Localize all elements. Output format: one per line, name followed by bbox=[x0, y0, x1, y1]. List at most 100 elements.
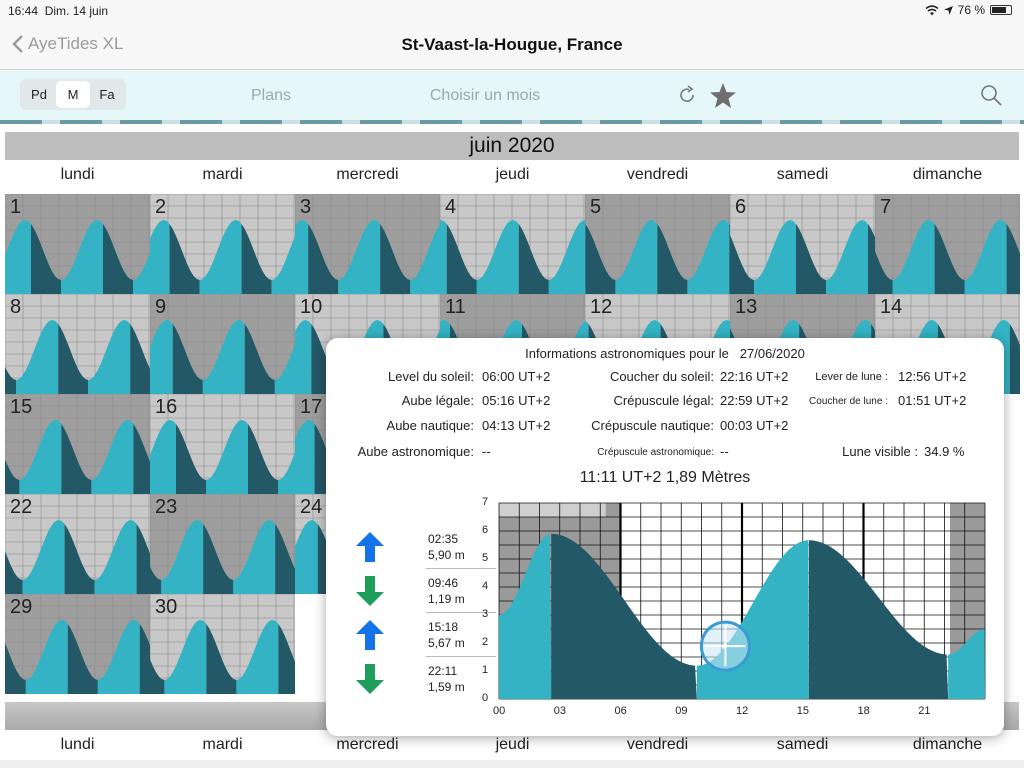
arrow-up-icon bbox=[356, 620, 384, 650]
navigation-bar: AyeTides XL St-Vaast-la-Hougue, France bbox=[0, 22, 1024, 70]
calendar-day-cell[interactable]: 30 bbox=[150, 594, 295, 694]
moonset-label: Coucher de lune : bbox=[809, 396, 888, 407]
tide-thumbnail bbox=[440, 194, 585, 294]
tide-thumbnail bbox=[150, 294, 295, 394]
tide-event: 09:46 1,19 m bbox=[354, 570, 496, 614]
moonset-value: 01:51 UT+2 bbox=[898, 393, 967, 408]
tide-thumbnail bbox=[730, 194, 875, 294]
tide-thumbnail bbox=[585, 194, 730, 294]
wifi-icon bbox=[925, 4, 939, 15]
calendar-day-number: 8 bbox=[10, 296, 22, 318]
calendar-day-cell[interactable]: 9 bbox=[150, 294, 295, 394]
weekday-header: vendredi bbox=[626, 736, 689, 753]
tide-thumbnail bbox=[150, 494, 295, 594]
calendar-day-cell[interactable]: 3 bbox=[295, 194, 440, 294]
calendar-day-number: 11 bbox=[445, 296, 466, 318]
calendar-day-number: 14 bbox=[880, 296, 903, 318]
calendar-day-cell[interactable]: 5 bbox=[585, 194, 730, 294]
calendar-day-cell[interactable]: 23 bbox=[150, 494, 295, 594]
astro-dusk-value: -- bbox=[720, 444, 729, 459]
calendar-day-cell[interactable]: 22 bbox=[5, 494, 150, 594]
astro-dusk-label: Crépuscule astronomique: bbox=[597, 447, 714, 458]
tide-thumbnail bbox=[5, 294, 150, 394]
civil-dawn-value: 05:16 UT+2 bbox=[482, 393, 551, 408]
calendar-day-cell[interactable]: 2 bbox=[150, 194, 295, 294]
tide-thumbnail bbox=[5, 394, 150, 494]
battery-icon bbox=[990, 5, 1012, 15]
weekday-header: lundi bbox=[60, 166, 95, 183]
status-time: 16:44 bbox=[8, 4, 39, 18]
divider bbox=[426, 612, 496, 613]
calendar-day-cell[interactable]: 4 bbox=[440, 194, 585, 294]
calendar-day-cell[interactable]: 8 bbox=[5, 294, 150, 394]
nautical-dawn-value: 04:13 UT+2 bbox=[482, 418, 551, 433]
weekday-header: samedi bbox=[776, 736, 829, 753]
arrow-up-icon bbox=[356, 532, 384, 562]
y-tick-label: 2 bbox=[481, 636, 489, 648]
calendar-day-cell[interactable]: 15 bbox=[5, 394, 150, 494]
weekday-header: mardi bbox=[202, 166, 243, 183]
tide-time: 15:18 bbox=[428, 620, 459, 634]
weekday-header: vendredi bbox=[626, 166, 689, 183]
segment-pd[interactable]: Pd bbox=[31, 87, 47, 102]
tide-height: 5,90 m bbox=[428, 548, 465, 562]
calendar-day-number: 3 bbox=[300, 196, 312, 218]
calendar-day-cell[interactable]: 16 bbox=[150, 394, 295, 494]
x-tick-label: 03 bbox=[553, 705, 566, 717]
astro-dawn-label: Aube astronomique: bbox=[357, 444, 474, 459]
toolbar-divider bbox=[0, 120, 1024, 124]
civil-dusk-label: Crépuscule légal: bbox=[613, 393, 714, 408]
sunrise-value: 06:00 UT+2 bbox=[482, 369, 551, 384]
civil-dawn-label: Aube légale: bbox=[401, 393, 474, 408]
x-tick-label: 12 bbox=[736, 705, 749, 717]
calendar-day-number: 22 bbox=[10, 496, 33, 518]
moonrise-label: Lever de lune : bbox=[815, 371, 888, 383]
tide-thumbnail bbox=[5, 494, 150, 594]
sunset-value: 22:16 UT+2 bbox=[720, 369, 789, 384]
divider bbox=[426, 656, 496, 657]
y-tick-label: 6 bbox=[481, 524, 489, 536]
search-icon[interactable] bbox=[980, 84, 1002, 106]
y-tick-label: 3 bbox=[481, 608, 489, 620]
calendar-day-number: 2 bbox=[155, 196, 167, 218]
plans-button[interactable]: Plans bbox=[250, 87, 292, 104]
tide-thumbnail bbox=[150, 394, 295, 494]
tide-height: 5,67 m bbox=[428, 636, 465, 650]
weekday-header: jeudi bbox=[495, 736, 530, 753]
choose-month-button[interactable]: Choisir un mois bbox=[429, 87, 541, 104]
back-button[interactable]: AyeTides XL bbox=[12, 34, 123, 54]
calendar-day-number: 10 bbox=[300, 296, 323, 318]
back-label: AyeTides XL bbox=[28, 34, 124, 53]
x-tick-label: 15 bbox=[796, 705, 809, 717]
weekday-header: mercredi bbox=[336, 166, 399, 183]
refresh-icon[interactable] bbox=[676, 84, 698, 106]
view-segmented-control: Pd M Fa bbox=[20, 79, 126, 110]
calendar-day-cell[interactable]: 6 bbox=[730, 194, 875, 294]
calendar-day-number: 30 bbox=[155, 596, 178, 618]
y-tick-label: 1 bbox=[481, 664, 489, 676]
y-tick-label: 4 bbox=[481, 580, 489, 592]
sunrise-label: Level du soleil: bbox=[388, 369, 474, 384]
civil-dusk-value: 22:59 UT+2 bbox=[720, 393, 789, 408]
segment-fa[interactable]: Fa bbox=[99, 87, 115, 102]
nautical-dawn-label: Aube nautique: bbox=[386, 418, 474, 433]
star-icon[interactable] bbox=[709, 82, 737, 110]
tide-time: 09:46 bbox=[428, 576, 459, 590]
calendar-day-cell[interactable]: 7 bbox=[875, 194, 1020, 294]
astro-info-popover: Informations astronomiques pour le 27/06… bbox=[326, 338, 1004, 736]
moonrise-value: 12:56 UT+2 bbox=[898, 369, 967, 384]
arrow-down-icon bbox=[356, 664, 384, 694]
tide-height: 1,59 m bbox=[428, 680, 465, 694]
tide-thumbnail bbox=[875, 194, 1020, 294]
segment-m[interactable]: M bbox=[56, 81, 90, 108]
calendar-day-number: 6 bbox=[735, 196, 747, 218]
bottom-strip bbox=[0, 760, 1024, 768]
calendar-day-number: 17 bbox=[300, 396, 323, 418]
calendar-day-number: 13 bbox=[735, 296, 758, 318]
tide-area bbox=[948, 629, 985, 699]
tide-time: 22:11 bbox=[428, 664, 458, 678]
calendar-day-cell[interactable]: 29 bbox=[5, 594, 150, 694]
calendar-day-cell[interactable]: 1 bbox=[5, 194, 150, 294]
tide-event: 15:18 5,67 m bbox=[354, 614, 496, 658]
moon-visible-label: Lune visible : bbox=[842, 444, 918, 459]
